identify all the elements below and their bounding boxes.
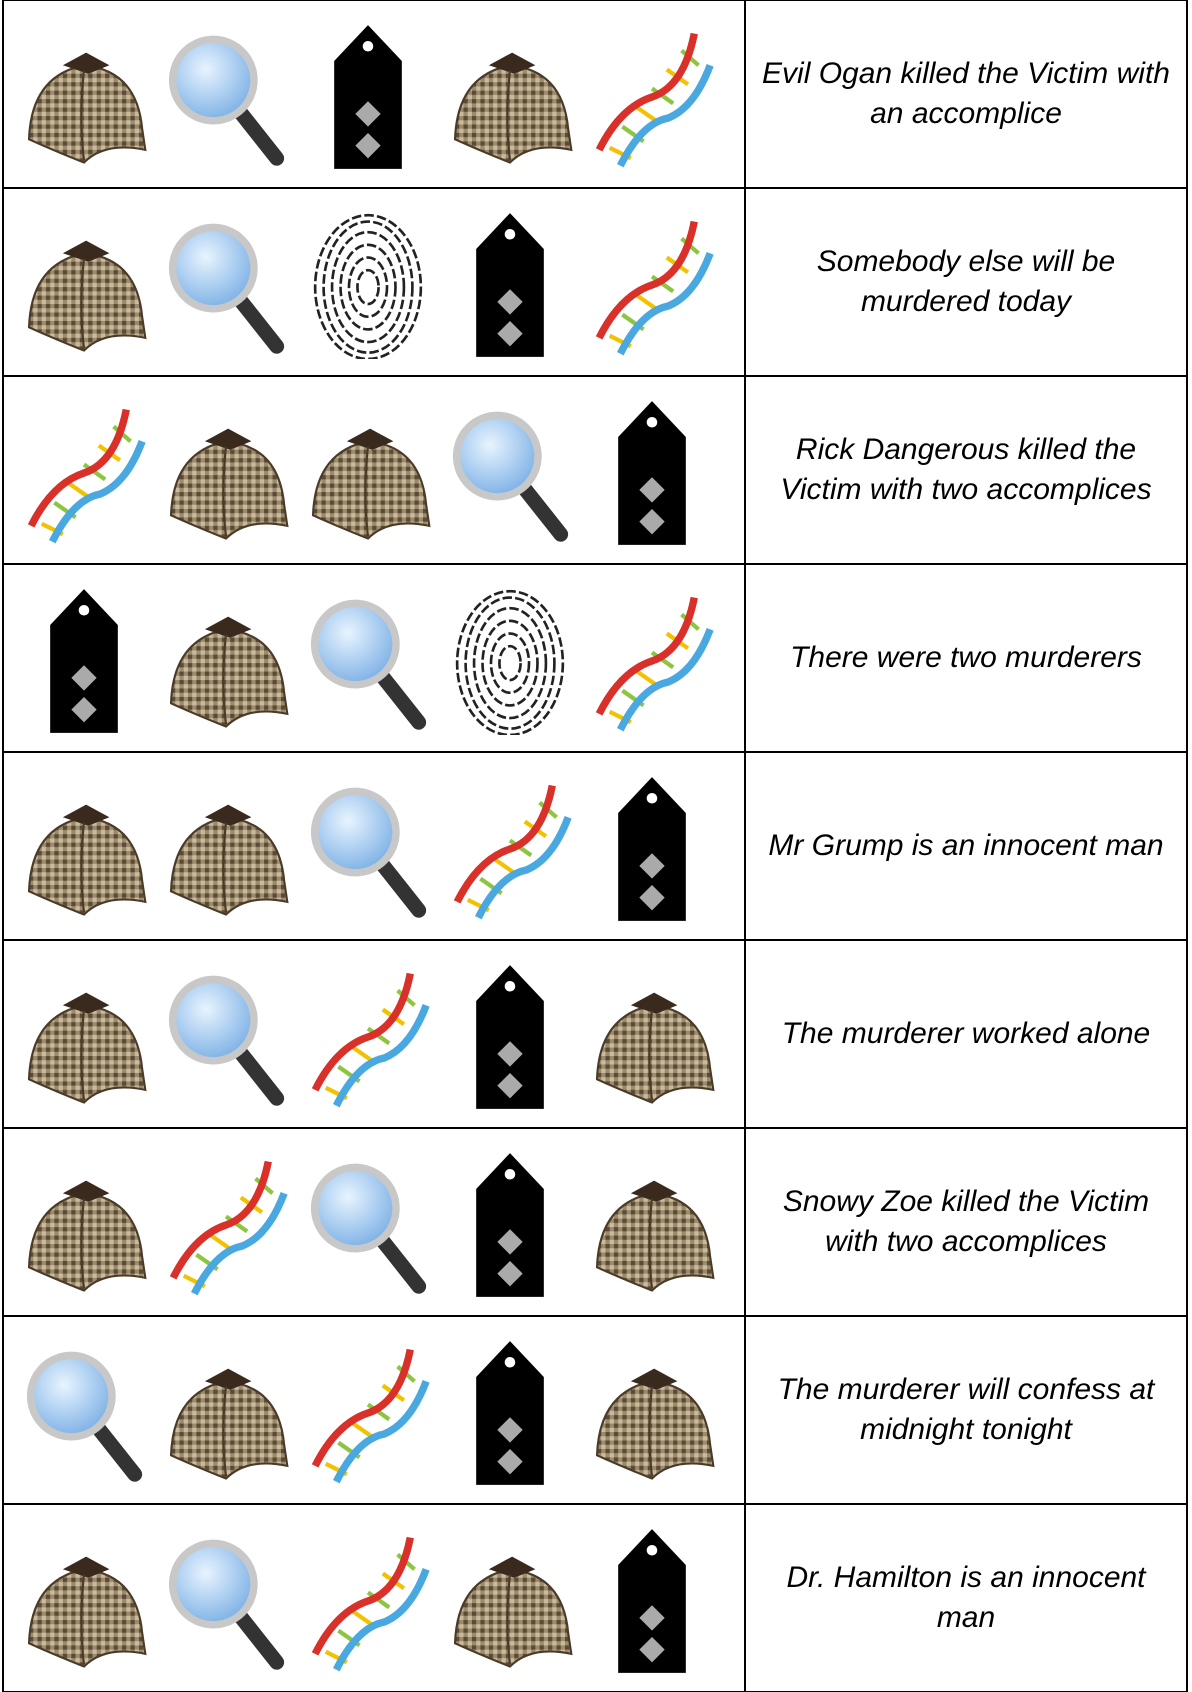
clue-text: The murderer will confess at midnight to… bbox=[777, 1373, 1155, 1446]
icon-dna bbox=[588, 23, 716, 171]
icon-ep bbox=[20, 587, 148, 735]
icon-dna bbox=[304, 1339, 432, 1487]
icon-ep bbox=[304, 23, 432, 171]
icon-hat bbox=[446, 23, 574, 171]
icon-fp bbox=[304, 211, 432, 359]
icon-hat bbox=[162, 399, 290, 547]
icon-hat bbox=[162, 587, 290, 735]
icon-mag bbox=[20, 1339, 148, 1487]
clue-text: Snowy Zoe killed the Victim with two acc… bbox=[782, 1185, 1150, 1258]
clue-text: There were two murderers bbox=[790, 641, 1142, 674]
icon-mag bbox=[162, 23, 290, 171]
clue-text: Evil Ogan killed the Victim with an acco… bbox=[762, 57, 1170, 130]
icon-dna bbox=[588, 587, 716, 735]
icon-hat bbox=[588, 1151, 716, 1299]
icon-hat bbox=[162, 1339, 290, 1487]
clue-text: Somebody else will be murdered today bbox=[816, 245, 1116, 318]
icon-hat bbox=[20, 211, 148, 359]
icon-hat bbox=[304, 399, 432, 547]
icon-mag bbox=[446, 399, 574, 547]
clue-row: Somebody else will be murdered today bbox=[2, 188, 1188, 376]
icon-mag bbox=[304, 587, 432, 735]
icon-dna bbox=[162, 1151, 290, 1299]
icon-mag bbox=[162, 211, 290, 359]
icon-cell bbox=[4, 753, 746, 939]
icon-cell bbox=[4, 1129, 746, 1315]
icon-ep bbox=[446, 1339, 574, 1487]
icon-ep bbox=[588, 775, 716, 923]
icon-cell bbox=[4, 565, 746, 751]
clue-row: Rick Dangerous killed the Victim with tw… bbox=[2, 376, 1188, 564]
icon-hat bbox=[20, 775, 148, 923]
icon-cell bbox=[4, 1317, 746, 1503]
icon-hat bbox=[588, 963, 716, 1111]
icon-hat bbox=[446, 1527, 574, 1675]
icon-dna bbox=[304, 1527, 432, 1675]
icon-hat bbox=[162, 775, 290, 923]
icon-hat bbox=[20, 1151, 148, 1299]
icon-cell bbox=[4, 1505, 746, 1691]
icon-cell bbox=[4, 941, 746, 1127]
clue-row: The murderer worked alone bbox=[2, 940, 1188, 1128]
clue-text: Rick Dangerous killed the Victim with tw… bbox=[780, 433, 1152, 506]
icon-cell bbox=[4, 377, 746, 563]
icon-dna bbox=[446, 775, 574, 923]
icon-mag bbox=[162, 1527, 290, 1675]
icon-ep bbox=[446, 1151, 574, 1299]
clue-text: Dr. Hamilton is an innocent man bbox=[786, 1561, 1146, 1634]
icon-cell bbox=[4, 1, 746, 187]
icon-dna bbox=[20, 399, 148, 547]
icon-hat bbox=[20, 23, 148, 171]
icon-dna bbox=[588, 211, 716, 359]
icon-mag bbox=[304, 1151, 432, 1299]
icon-ep bbox=[588, 399, 716, 547]
clue-row: The murderer will confess at midnight to… bbox=[2, 1316, 1188, 1504]
icon-hat bbox=[588, 1339, 716, 1487]
icon-mag bbox=[304, 775, 432, 923]
icon-cell bbox=[4, 189, 746, 375]
icon-ep bbox=[446, 211, 574, 359]
icon-ep bbox=[446, 963, 574, 1111]
clue-row: There were two murderers bbox=[2, 564, 1188, 752]
clue-row: Dr. Hamilton is an innocent man bbox=[2, 1504, 1188, 1692]
clue-row: Mr Grump is an innocent man bbox=[2, 752, 1188, 940]
icon-dna bbox=[304, 963, 432, 1111]
clue-row: Snowy Zoe killed the Victim with two acc… bbox=[2, 1128, 1188, 1316]
icon-hat bbox=[20, 1527, 148, 1675]
icon-ep bbox=[588, 1527, 716, 1675]
icon-hat bbox=[20, 963, 148, 1111]
clue-text: Mr Grump is an innocent man bbox=[768, 829, 1164, 862]
clue-text: The murderer worked alone bbox=[781, 1017, 1151, 1050]
clue-row: Evil Ogan killed the Victim with an acco… bbox=[2, 0, 1188, 188]
icon-fp bbox=[446, 587, 574, 735]
icon-mag bbox=[162, 963, 290, 1111]
